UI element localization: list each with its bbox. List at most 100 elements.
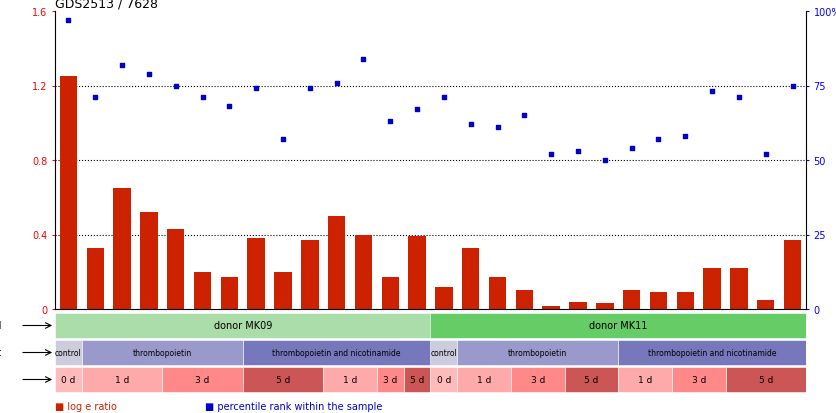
Bar [59, 77, 77, 309]
Point [249, 86, 263, 93]
Point [464, 122, 477, 128]
Bar [404, 367, 431, 392]
Bar [431, 340, 457, 366]
Point [142, 71, 155, 78]
Bar [564, 367, 619, 392]
Point [437, 95, 451, 102]
Bar [650, 292, 667, 309]
Bar [381, 278, 399, 309]
Point [196, 95, 209, 102]
Bar [55, 340, 82, 366]
Bar [377, 367, 404, 392]
Text: 0 d: 0 d [436, 375, 451, 384]
Text: thrombopoietin and nicotinamide: thrombopoietin and nicotinamide [273, 348, 401, 357]
Text: thrombopoietin and nicotinamide: thrombopoietin and nicotinamide [648, 348, 777, 357]
Bar [569, 302, 587, 309]
Bar [55, 367, 82, 392]
Bar [619, 367, 672, 392]
Text: 3 d: 3 d [691, 375, 706, 384]
Text: agent: agent [0, 348, 2, 358]
Bar [354, 235, 372, 309]
Point [598, 157, 611, 164]
Text: 5 d: 5 d [758, 375, 773, 384]
Text: ■ log e ratio: ■ log e ratio [55, 401, 117, 411]
Point [759, 151, 772, 158]
Text: 5 d: 5 d [410, 375, 425, 384]
Text: control: control [55, 348, 82, 357]
Bar [623, 291, 640, 309]
Point [706, 89, 719, 95]
Bar [672, 367, 726, 392]
Text: 5 d: 5 d [584, 375, 599, 384]
Bar [726, 367, 806, 392]
Bar [162, 367, 242, 392]
Point [517, 113, 531, 119]
Text: 3 d: 3 d [531, 375, 545, 384]
Bar [274, 272, 292, 309]
Bar [86, 248, 104, 309]
Bar [114, 188, 130, 309]
Bar [140, 213, 158, 309]
Text: 1 d: 1 d [343, 375, 357, 384]
Text: donor MK09: donor MK09 [213, 321, 272, 331]
Point [276, 137, 289, 143]
Point [732, 95, 746, 102]
Text: ■ percentile rank within the sample: ■ percentile rank within the sample [206, 401, 383, 411]
Bar [619, 340, 806, 366]
Text: 1 d: 1 d [115, 375, 130, 384]
Point [222, 104, 236, 110]
Text: 3 d: 3 d [196, 375, 210, 384]
Bar [301, 240, 319, 309]
Text: 5 d: 5 d [276, 375, 290, 384]
Text: 0 d: 0 d [61, 375, 75, 384]
Bar [784, 240, 802, 309]
Point [384, 119, 397, 125]
Bar [511, 367, 564, 392]
Bar [457, 340, 619, 366]
Text: 1 d: 1 d [638, 375, 652, 384]
Point [357, 56, 370, 63]
Point [679, 133, 692, 140]
Bar [462, 248, 480, 309]
Text: donor MK11: donor MK11 [589, 321, 647, 331]
Point [169, 83, 182, 90]
Point [330, 80, 344, 87]
Bar [82, 340, 242, 366]
Bar [489, 278, 507, 309]
Point [62, 18, 75, 24]
Bar [457, 367, 511, 392]
Text: thrombopoietin: thrombopoietin [133, 348, 192, 357]
Bar [730, 268, 747, 309]
Point [652, 137, 665, 143]
Bar [408, 237, 426, 309]
Point [410, 107, 424, 114]
Point [544, 151, 558, 158]
Point [89, 95, 102, 102]
Bar [757, 300, 774, 309]
Bar [516, 291, 533, 309]
Bar [221, 278, 238, 309]
Bar [596, 304, 614, 309]
Bar [676, 292, 694, 309]
Text: time: time [0, 375, 2, 385]
Bar [328, 216, 345, 309]
Bar [82, 367, 162, 392]
Bar [543, 306, 560, 309]
Point [115, 62, 129, 69]
Point [571, 148, 584, 155]
Point [786, 83, 799, 90]
Text: individual: individual [0, 321, 2, 331]
Bar [703, 268, 721, 309]
Bar [242, 367, 324, 392]
Bar [194, 272, 212, 309]
Text: control: control [431, 348, 457, 357]
Text: thrombopoietin: thrombopoietin [508, 348, 568, 357]
Point [491, 125, 504, 131]
Bar [431, 313, 806, 339]
Text: 3 d: 3 d [383, 375, 397, 384]
Bar [247, 239, 265, 309]
Bar [167, 229, 185, 309]
Bar [436, 287, 452, 309]
Point [303, 86, 317, 93]
Text: 1 d: 1 d [477, 375, 492, 384]
